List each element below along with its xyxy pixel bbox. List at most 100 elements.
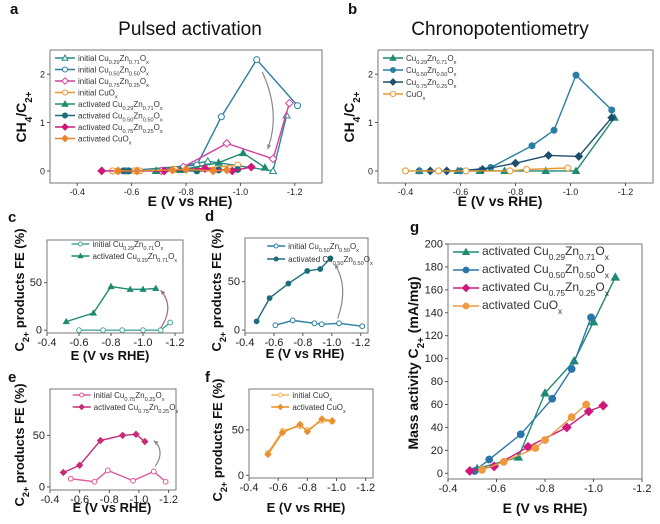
data-point [511, 158, 520, 168]
legend-marker [77, 241, 84, 247]
y-tick-label: 1 [368, 118, 373, 128]
legend-marker [78, 403, 85, 411]
plot-frame-c [46, 239, 184, 334]
data-point [268, 166, 278, 174]
legend-entry: Cu0.50Zn0.50Ox [406, 66, 457, 78]
legend-marker [277, 403, 284, 411]
data-point [571, 166, 581, 174]
series-g-3 [478, 400, 591, 474]
data-point [107, 282, 115, 290]
panel-d: d -0.4 -0.6 -0.8 -1.0 -1.2 0 50 E (V vs RHE) C2+ … [205, 208, 373, 361]
legend-entry: activated Cu0.50Zn0.50Ox [288, 255, 373, 267]
x-tick-label: -0.8 [298, 482, 317, 494]
x-tick-label: -1.0 [563, 187, 579, 197]
series-line [126, 58, 299, 172]
legend-marker [273, 243, 279, 249]
data-point [167, 319, 174, 326]
x-tick-label: -1.0 [233, 187, 249, 197]
data-point [260, 163, 270, 171]
legend-entry: activated Cu0.75Zn0.25Ox [482, 280, 610, 298]
data-point [76, 327, 82, 334]
data-point [162, 478, 169, 485]
x-tick-label: -0.6 [264, 337, 283, 349]
data-point [132, 166, 142, 176]
arrow-head-icon [267, 144, 272, 150]
y-axis-label: Mass activity C2+ (mA/mg) [405, 276, 427, 449]
legend-entry: initial Cu0.50Zn0.50Ox [288, 242, 359, 254]
legend-entry: CuOx [406, 90, 425, 102]
x-tick-label: -1.2 [618, 187, 634, 197]
x-tick-label: -1.0 [584, 483, 603, 495]
data-point [253, 318, 260, 325]
legend-entry: activated Cu0.75Zn0.25Ox [94, 403, 179, 415]
data-point [150, 468, 157, 475]
data-point [317, 266, 324, 272]
annotation-arrow [261, 71, 274, 150]
legend-marker [61, 134, 69, 143]
data-point [435, 167, 442, 175]
data-point [272, 322, 279, 329]
series-line [155, 115, 288, 172]
y-tick-label: 100 [425, 353, 443, 365]
y-tick-label: 2 [368, 70, 373, 80]
series-g-1 [470, 313, 595, 475]
data-point [541, 166, 551, 174]
legend-entry: initial CuOx [78, 89, 118, 101]
legend-marker [61, 89, 69, 96]
legend-marker [461, 247, 471, 255]
series-f-1 [264, 415, 336, 459]
data-point [238, 148, 248, 157]
data-point [531, 444, 540, 452]
legend-entry: activated CuOx [292, 403, 346, 415]
y-tick-label: 2 [40, 70, 45, 80]
x-axis-label: E (V vs RHE) [71, 348, 150, 363]
x-tick-label: -1.2 [356, 482, 375, 494]
data-point [567, 365, 576, 373]
legend-entry: Cu0.29Zn0.71Ox [406, 54, 457, 66]
y-axis-label: C2+ products FE (%) [12, 383, 31, 506]
panel-label-e: e [8, 369, 16, 386]
data-point [284, 98, 294, 108]
data-point [587, 313, 595, 322]
y-axis-label: CH4/C2+ [13, 91, 35, 142]
x-tick-label: -1.2 [287, 187, 303, 197]
series-line [63, 433, 146, 474]
y-tick-label: 0 [39, 481, 45, 493]
data-point [268, 154, 278, 164]
x-tick-label: -1.0 [327, 482, 346, 494]
legend-marker [77, 252, 84, 259]
legend-marker [61, 112, 69, 119]
series-b-2 [425, 113, 617, 176]
y-tick-label: 50 [228, 276, 240, 288]
legend-marker [273, 256, 279, 262]
legend-entry: activated Cu0.75Zn0.25Ox [78, 123, 163, 135]
data-point [157, 327, 164, 334]
data-point [544, 150, 553, 160]
annotation-arrow [153, 440, 161, 467]
data-point [318, 415, 326, 423]
x-axis-label: E (V vs RHE) [458, 193, 543, 209]
legend-entry: initial Cu0.29Zn0.71Ox [78, 54, 149, 66]
data-point [574, 151, 584, 161]
data-point [266, 295, 273, 302]
legend-entry: initial Cu0.75Zn0.25Ox [78, 77, 149, 89]
data-point [132, 430, 140, 439]
legend-marker [389, 66, 397, 74]
data-point [402, 167, 409, 175]
panel-label-a: a [10, 1, 19, 18]
annotation-arrow [334, 263, 344, 319]
data-point [118, 431, 127, 440]
data-point [59, 468, 68, 477]
x-tick-label: -1.2 [633, 483, 652, 495]
series-line [405, 167, 568, 172]
data-point [478, 465, 486, 474]
panel-a: a Pulsed activation -0.4 -0.6 -0.8 -1.0 -1.2 0 1… [10, 1, 323, 209]
y-tick-label: 20 [431, 445, 443, 457]
panel-c: c -0.4 -0.6 -0.8 -1.0 -1.2 0 50 E (V vs RHE) C2+ … [8, 209, 184, 363]
y-tick-label: 0 [36, 325, 42, 337]
x-tick-label: -0.6 [70, 494, 89, 506]
series-e-0 [67, 467, 169, 485]
